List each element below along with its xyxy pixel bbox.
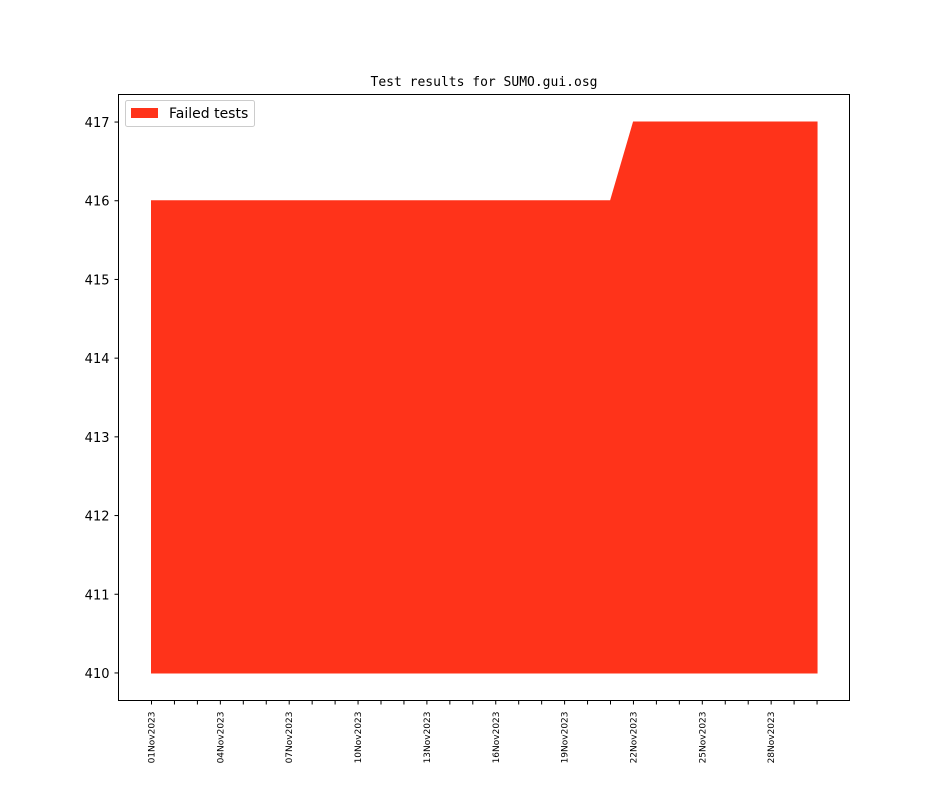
x-tick-label: 25Nov2023: [698, 712, 708, 764]
y-tick-label: 410: [85, 667, 110, 682]
y-tick-label: 414: [85, 352, 110, 367]
x-tick-label: 04Nov2023: [216, 712, 226, 764]
x-axis: 01Nov2023 04Nov2023 07Nov2023 10Nov2023 13No…: [148, 700, 818, 764]
x-tick-label: 10Nov2023: [354, 712, 364, 764]
x-tick-label: 01Nov2023: [148, 712, 158, 764]
y-tick-label: 416: [85, 195, 110, 210]
legend-label: Failed tests: [169, 106, 248, 122]
x-tick-label: 07Nov2023: [285, 712, 295, 764]
legend: Failed tests: [125, 100, 255, 127]
y-axis: 410 411 412 413 414 415 416 417: [85, 116, 119, 682]
x-tick-label: 16Nov2023: [492, 712, 502, 764]
y-tick-label: 413: [85, 431, 110, 446]
x-tick-label: 28Nov2023: [767, 712, 777, 764]
y-tick-label: 417: [85, 116, 110, 131]
plot-frame: [118, 94, 850, 701]
area-layer: [151, 121, 818, 674]
y-tick-label: 412: [85, 510, 110, 525]
failed-tests-area: [151, 121, 818, 674]
chart-title: Test results for SUMO.gui.osg: [371, 75, 598, 90]
legend-swatch: [131, 108, 158, 118]
x-tick-label: 13Nov2023: [423, 712, 433, 764]
x-tick-label: 19Nov2023: [561, 712, 571, 764]
y-tick-label: 411: [85, 588, 110, 603]
legend-box: [125, 100, 255, 127]
x-tick-label: 22Nov2023: [629, 712, 639, 764]
y-tick-label: 415: [85, 273, 110, 288]
